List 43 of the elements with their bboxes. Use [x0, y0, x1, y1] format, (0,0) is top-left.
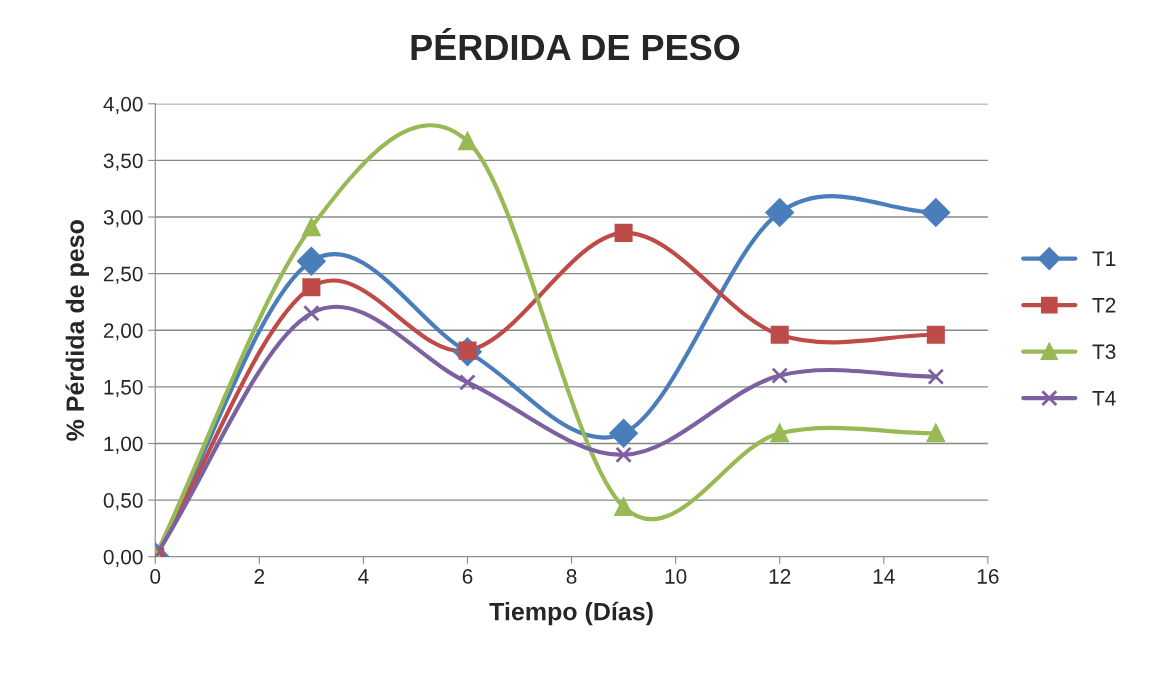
- y-tick-label: 3,50: [103, 153, 143, 171]
- legend-label: T1: [1092, 251, 1116, 266]
- x-tick-label: 2: [254, 569, 265, 584]
- point: [458, 132, 477, 151]
- y-tick-label: 1,00: [104, 436, 143, 454]
- y-tick-label: 0,00: [103, 549, 143, 567]
- point: [927, 368, 945, 386]
- x-tick-label: 0: [150, 569, 161, 584]
- point: [770, 424, 789, 443]
- y-tick-label: 4,00: [103, 96, 143, 115]
- point: [771, 367, 789, 384]
- x-tick-label: 8: [566, 569, 577, 584]
- point: [302, 278, 321, 297]
- point: [302, 218, 321, 237]
- legend-label: T3: [1092, 344, 1116, 360]
- y-axis-title: % Pérdida de peso: [65, 220, 90, 441]
- x-tick-label: 4: [358, 569, 369, 584]
- legend-label: T4: [1092, 391, 1116, 406]
- point: [615, 446, 632, 464]
- x-tick-label: 16: [977, 569, 999, 584]
- point: [459, 374, 476, 391]
- x-axis-title: Tiempo (Días): [489, 601, 653, 626]
- y-tick-label: 2,50: [103, 266, 143, 284]
- point: [926, 424, 945, 443]
- point: [614, 223, 633, 242]
- x-tick-label: 12: [769, 569, 791, 584]
- chart-title: PÉRDIDA DE PESO: [411, 27, 740, 61]
- y-tick-label: 3,00: [103, 210, 143, 228]
- point: [303, 304, 320, 322]
- point: [770, 325, 789, 344]
- legend-label: T2: [1092, 297, 1116, 313]
- point: [614, 497, 633, 516]
- point: [921, 198, 950, 227]
- point: [609, 419, 638, 448]
- x-tick-label: 6: [462, 569, 473, 584]
- y-tick-label: 1,50: [104, 379, 143, 398]
- x-tick-label: 14: [873, 569, 895, 584]
- point: [926, 325, 945, 344]
- point: [297, 247, 326, 276]
- y-tick-label: 2,00: [103, 323, 143, 341]
- y-tick-label: 0,50: [103, 493, 143, 511]
- x-tick-label: 10: [665, 569, 687, 584]
- point: [765, 198, 794, 227]
